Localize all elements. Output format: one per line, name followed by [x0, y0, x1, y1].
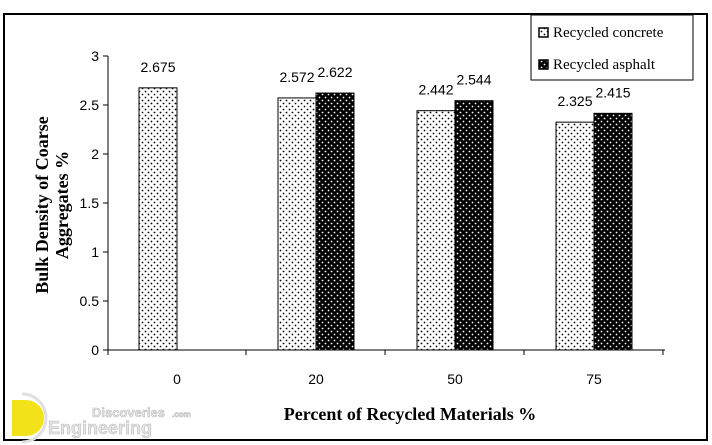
y-tick-label: 3: [91, 48, 99, 64]
watermark-line2: Engineering: [48, 418, 152, 438]
y-tick-label: 1: [91, 244, 99, 260]
bar-concrete-20: [277, 97, 317, 351]
legend-label-concrete: Recycled concrete: [553, 25, 664, 41]
x-tick-label: 0: [173, 371, 181, 387]
bar-concrete-0: [138, 87, 178, 351]
bar-concrete-75: [555, 121, 595, 351]
y-tick-label: 0: [91, 342, 99, 358]
watermark-logo: [12, 400, 44, 436]
data-label-concrete: 2.572: [279, 69, 314, 85]
legend-label-asphalt: Recycled asphalt: [553, 57, 656, 73]
bar-concrete-50: [416, 110, 456, 351]
bar-asphalt-20: [315, 92, 355, 351]
bar-asphalt-75: [593, 112, 633, 351]
bar-asphalt-50: [454, 100, 494, 351]
watermark-line1: Discoveries: [92, 405, 165, 420]
x-tick-label: 75: [586, 371, 602, 387]
legend: Recycled concrete Recycled asphalt: [530, 14, 694, 81]
x-axis-title: Percent of Recycled Materials %: [284, 404, 537, 424]
data-label-concrete: 2.442: [418, 82, 453, 98]
y-tick-label: 1.5: [80, 195, 100, 211]
data-label-concrete: 2.325: [557, 93, 592, 109]
chart-frame: [3, 13, 708, 441]
legend-swatch-asphalt: [538, 59, 549, 70]
data-label-asphalt: 2.622: [317, 64, 352, 80]
y-axis-title-line2: Aggregates %: [52, 151, 72, 259]
watermark: Discoveries .com Engineering: [12, 392, 191, 444]
y-tick-label: 2.5: [80, 97, 100, 113]
x-tick-label: 20: [308, 371, 324, 387]
legend-swatch-concrete: [538, 27, 549, 38]
y-tick-label: 2: [91, 146, 99, 162]
y-axis-title-line1: Bulk Density of Coarse: [32, 116, 52, 294]
x-tick-label: 50: [447, 371, 463, 387]
y-tick-label: 0.5: [80, 293, 100, 309]
data-label-asphalt: 2.415: [595, 84, 630, 100]
data-label-concrete: 2.675: [140, 59, 175, 75]
watermark-suffix: .com: [172, 410, 191, 419]
data-label-asphalt: 2.544: [456, 72, 491, 88]
